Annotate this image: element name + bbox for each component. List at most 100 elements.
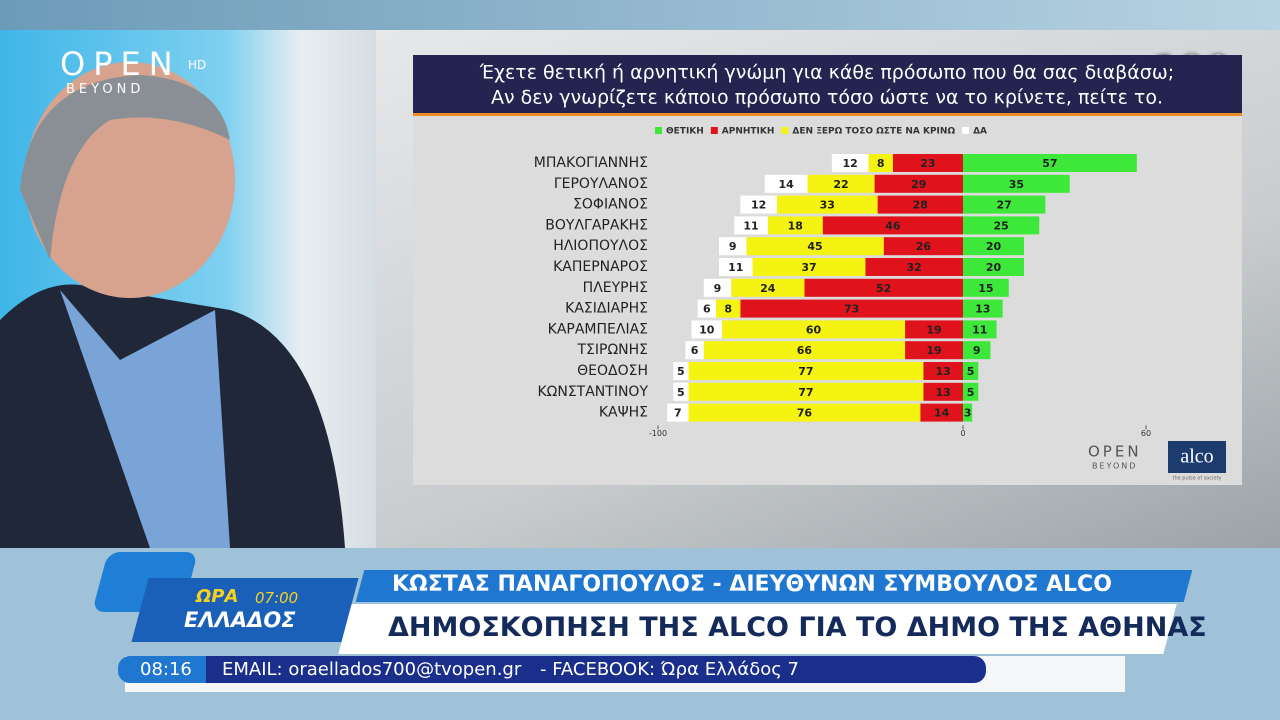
bar-segment <box>688 403 921 422</box>
value-label: 8 <box>724 303 732 316</box>
bar-segment <box>673 382 689 401</box>
bar-segment <box>868 154 893 172</box>
value-label: 14 <box>934 407 950 420</box>
bar-segment <box>963 320 997 339</box>
channel-logo: OPEN <box>60 45 181 83</box>
speaker: ΚΩΣΤΑΣ ΠΑΝΑΓΟΠΟΥΛΟΣ - ΔΙΕΥΘΥΝΩΝ ΣΥΜΒΟΥΛΟ… <box>392 572 1112 597</box>
bar-segment <box>963 403 973 422</box>
value-label: 20 <box>986 240 1002 253</box>
bar-segment <box>764 174 808 193</box>
category-label: ΓΕΡΟΥΛΑΝΟΣ <box>554 176 648 192</box>
bar-segment <box>963 154 1137 172</box>
value-label: 35 <box>1009 178 1024 191</box>
value-label: 25 <box>993 219 1008 232</box>
clock-box <box>118 656 206 683</box>
bar-segment <box>703 341 906 360</box>
bar-segment <box>722 320 906 339</box>
legend-swatch <box>962 127 970 134</box>
bar-segment <box>740 299 963 318</box>
bar-segment <box>963 278 1009 297</box>
question-line: Αν δεν γνωρίζετε κάποιο πρόσωπο τόσο ώστ… <box>491 87 1163 109</box>
bar-segment <box>685 341 704 360</box>
value-label: 60 <box>806 323 822 336</box>
bar-segment <box>667 403 689 422</box>
bar-segment <box>673 362 689 380</box>
bar-segment <box>874 174 963 193</box>
value-label: 52 <box>876 282 891 295</box>
bar-segment <box>822 216 963 235</box>
header-rule <box>413 113 1242 116</box>
x-tick-label: -100 <box>649 429 667 438</box>
value-label: 13 <box>975 303 990 316</box>
legend-swatch <box>710 127 718 134</box>
value-label: 66 <box>797 344 813 357</box>
category-label: ΚΑΨΗΣ <box>599 405 648 421</box>
legend-label: ΑΡΝΗΤΙΚΗ <box>722 127 775 137</box>
value-label: 73 <box>844 303 859 316</box>
legend-label: ΔΕΝ ΞΕΡΩ ΤΟΣΟ ΩΣΤΕ ΝΑ ΚΡΙΝΩ <box>792 127 955 137</box>
value-label: 5 <box>967 386 975 399</box>
alco-logo: alco <box>1180 446 1213 468</box>
value-label: 6 <box>703 303 711 316</box>
value-label: 9 <box>729 240 737 253</box>
category-label: ΠΛΕΥΡΗΣ <box>583 280 648 296</box>
value-label: 15 <box>978 282 993 295</box>
value-label: 5 <box>967 365 975 378</box>
value-label: 18 <box>788 219 803 232</box>
value-label: 3 <box>964 407 972 420</box>
legend-label: ΔΑ <box>973 127 987 137</box>
value-label: 77 <box>798 365 813 378</box>
category-label: ΗΛΙΟΠΟΥΛΟΣ <box>553 238 648 254</box>
value-label: 12 <box>751 199 766 212</box>
bar-segment <box>963 299 1003 318</box>
bar-segment <box>963 174 1070 193</box>
alco-tag: the pulse of society <box>1172 476 1221 482</box>
presenter <box>0 62 345 548</box>
value-label: 5 <box>677 365 685 378</box>
bar-segment <box>883 237 963 256</box>
show-time: 07:00 <box>255 589 299 607</box>
value-label: 57 <box>1042 157 1057 170</box>
backdrop <box>0 0 1280 30</box>
bar-segment <box>923 382 963 401</box>
value-label: 13 <box>936 386 951 399</box>
channel-logo-sub: BEYOND <box>66 82 145 97</box>
bar-segment <box>807 174 875 193</box>
bar-segment <box>734 216 768 235</box>
show-name: ΕΛΛΑΔΟΣ <box>184 608 296 632</box>
channel-logo-tag: HD <box>188 58 207 72</box>
bar-segment <box>963 362 979 380</box>
value-label: 5 <box>677 386 685 399</box>
value-label: 27 <box>997 199 1012 212</box>
bar-segment <box>688 362 924 380</box>
chart-logo-sub: BEYOND <box>1092 462 1137 471</box>
bar-segment <box>963 258 1024 276</box>
clock: 08:16 <box>140 659 192 680</box>
alco-logo-box <box>1168 441 1226 473</box>
x-tick-label: 0 <box>960 429 965 438</box>
value-label: 10 <box>699 323 715 336</box>
bar-segment <box>688 382 924 401</box>
ticker-email: EMAIL: oraellados700@tvopen.gr <box>222 659 522 680</box>
ticker-facebook: - FACEBOOK: Ώρα Ελλάδος 7 <box>540 659 799 680</box>
value-label: 77 <box>798 386 813 399</box>
category-label: ΚΑΣΙΔΙΑΡΗΣ <box>565 301 648 317</box>
question-line: Έχετε θετική ή αρνητική γνώμη για κάθε π… <box>479 62 1174 84</box>
bar-segment <box>752 258 866 276</box>
bar-segment <box>963 341 991 360</box>
chart-logo: OPEN <box>1088 443 1142 461</box>
category-label: ΚΑΠΕΡΝΑΡΟΣ <box>553 259 648 275</box>
category-label: ΚΩΝΣΤΑΝΤΙΝΟΥ <box>537 384 648 400</box>
value-label: 19 <box>926 344 941 357</box>
bar-segment <box>831 154 869 172</box>
bar-segment <box>715 299 741 318</box>
value-label: 11 <box>972 323 987 336</box>
bar-segment <box>703 278 732 297</box>
bar-segment <box>865 258 963 276</box>
value-label: 29 <box>911 178 926 191</box>
value-label: 45 <box>807 240 822 253</box>
bar-segment <box>923 362 963 380</box>
category-label: ΘΕΟΔΟΣΗ <box>577 363 648 379</box>
bar-segment <box>767 216 823 235</box>
